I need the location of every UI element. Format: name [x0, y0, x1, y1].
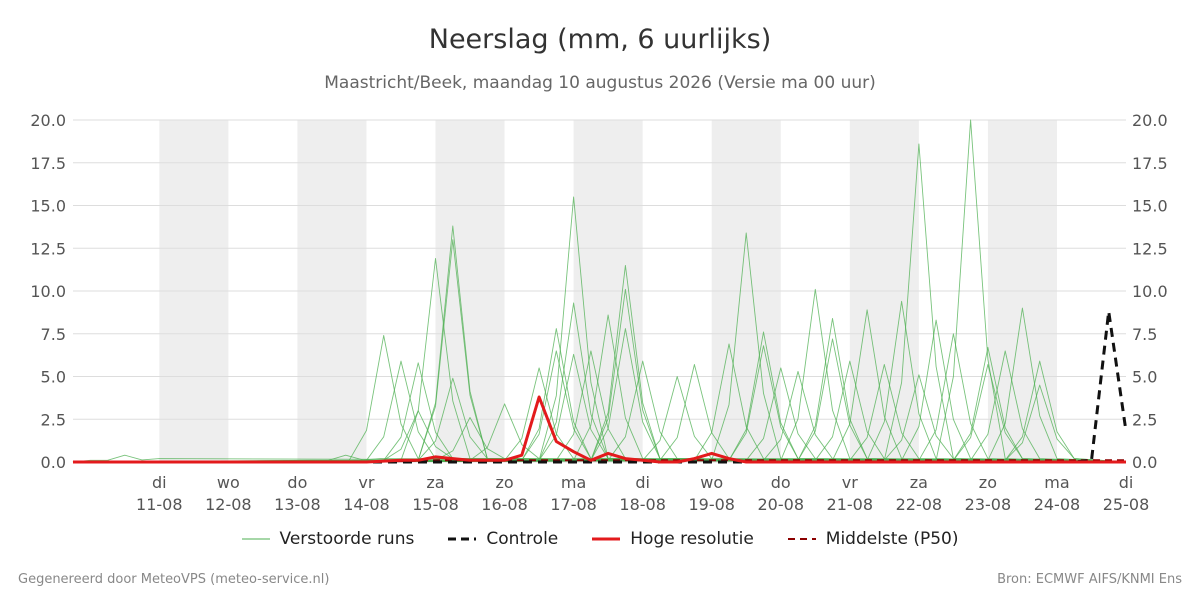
legend-label-control: Controle: [486, 529, 559, 549]
x-tick-date-1: 12-08: [205, 495, 252, 514]
series-darkred-dashed-0: [73, 459, 1126, 463]
legend-item-control: Controle: [448, 529, 558, 549]
x-tick-date-8: 19-08: [688, 495, 735, 514]
x-tick-date-5: 16-08: [481, 495, 528, 514]
x-tick-day-14: di: [1119, 473, 1134, 492]
legend-swatch-hires: [592, 537, 621, 541]
legend: Verstoorde runs Controle Hoge resolutie …: [0, 529, 1200, 549]
x-tick-date-10: 21-08: [827, 495, 874, 514]
credit-generated-by: Gegenereerd door MeteoVPS (meteo-service…: [18, 572, 330, 587]
main-series: [73, 310, 1128, 464]
x-tick-day-9: do: [771, 473, 791, 492]
y-tick-left-6: 15.0: [30, 197, 66, 216]
y-tick-left-2: 5.0: [41, 368, 66, 387]
y-tick-left-7: 17.5: [30, 154, 66, 173]
x-tick-day-12: zo: [979, 473, 997, 492]
y-tick-right-0: 0.0: [1132, 453, 1157, 472]
y-tick-right-2: 5.0: [1132, 368, 1157, 387]
legend-swatch-median: [787, 538, 816, 540]
y-tick-right-3: 7.5: [1132, 325, 1157, 344]
legend-item-hires: Hoge resolutie: [592, 529, 754, 549]
x-tick-day-6: ma: [561, 473, 586, 492]
x-tick-date-6: 17-08: [550, 495, 597, 514]
legend-label-members: Verstoorde runs: [279, 529, 415, 549]
y-tick-right-7: 17.5: [1132, 154, 1168, 173]
y-tick-right-4: 10.0: [1132, 282, 1168, 301]
x-tick-day-13: ma: [1044, 473, 1069, 492]
x-tick-day-5: zo: [495, 473, 513, 492]
x-tick-date-4: 15-08: [412, 495, 459, 514]
credit-source: Bron: ECMWF AIFS/KNMI Ens: [997, 572, 1182, 587]
member-line-49: [72, 384, 1127, 463]
legend-swatch-control: [448, 537, 477, 541]
y-tick-left-3: 7.5: [41, 325, 66, 344]
member-line-0: [72, 454, 1127, 463]
y-tick-right-5: 12.5: [1132, 239, 1168, 258]
chart-subtitle: Maastricht/Beek, maandag 10 augustus 202…: [324, 73, 876, 93]
x-tick-day-4: za: [426, 473, 444, 492]
y-tick-left-1: 2.5: [41, 410, 66, 429]
y-tick-left-0: 0.0: [41, 453, 66, 472]
y-tick-left-5: 12.5: [30, 239, 66, 258]
x-tick-date-14: 25-08: [1103, 495, 1150, 514]
y-tick-right-1: 2.5: [1132, 410, 1157, 429]
y-tick-right-8: 20.0: [1132, 111, 1168, 130]
y-tick-left-8: 20.0: [30, 111, 66, 130]
x-tick-day-11: za: [910, 473, 928, 492]
legend-item-members: Verstoorde runs: [241, 529, 415, 549]
x-tick-date-2: 13-08: [274, 495, 321, 514]
y-tick-right-6: 15.0: [1132, 197, 1168, 216]
x-tick-date-0: 11-08: [136, 495, 183, 514]
x-tick-date-9: 20-08: [758, 495, 805, 514]
legend-swatch-members: [241, 538, 270, 540]
x-tick-day-0: di: [152, 473, 167, 492]
x-tick-date-11: 22-08: [896, 495, 943, 514]
x-tick-day-1: wo: [217, 473, 240, 492]
legend-item-median: Middelste (P50): [787, 529, 959, 549]
x-tick-day-7: di: [635, 473, 650, 492]
x-tick-date-12: 23-08: [965, 495, 1012, 514]
x-tick-day-8: wo: [700, 473, 723, 492]
legend-label-median: Middelste (P50): [825, 529, 959, 549]
x-tick-day-10: vr: [842, 473, 858, 492]
axis-labels: 0.0 0.0 2.5 2.5 5.0 5.0 7.5 7.5 10.0 10.0 12.5 12.5…: [30, 111, 1167, 514]
x-tick-day-3: vr: [358, 473, 374, 492]
x-tick-date-13: 24-08: [1034, 495, 1081, 514]
series-black-dashed-0: [73, 310, 1128, 464]
x-tick-day-2: do: [287, 473, 307, 492]
series-red-solid-0: [73, 395, 1126, 464]
legend-label-hires: Hoge resolutie: [630, 529, 754, 549]
chart-title: Neerslag (mm, 6 uurlijks): [428, 24, 772, 55]
x-tick-date-3: 14-08: [343, 495, 390, 514]
x-tick-date-7: 18-08: [619, 495, 666, 514]
y-tick-left-4: 10.0: [30, 282, 66, 301]
